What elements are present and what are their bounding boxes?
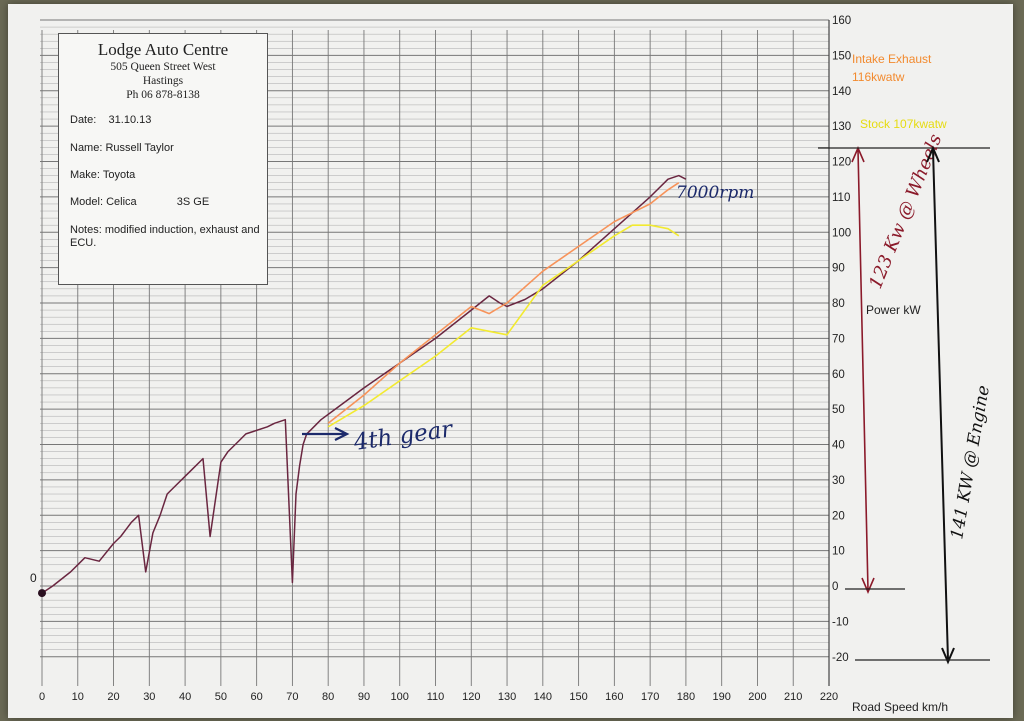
x-tick-label: 90 <box>358 691 370 703</box>
y-tick-label: 90 <box>832 263 845 275</box>
y-tick-label: 120 <box>832 157 851 169</box>
notes-label: Notes: <box>70 224 102 236</box>
x-tick-label: 30 <box>143 691 155 703</box>
legend-orange-line1: Intake Exhaust <box>852 52 932 66</box>
make-label: Make: <box>70 169 100 181</box>
x-tick-label: 210 <box>784 691 802 703</box>
name-value: Russell Taylor <box>105 142 174 154</box>
x-tick-label: 80 <box>322 691 334 703</box>
y-tick-label: -10 <box>832 616 849 628</box>
y-tick-label: -20 <box>832 652 849 664</box>
x-tick-label: 190 <box>713 691 731 703</box>
name-label: Name: <box>70 142 103 154</box>
y-tick-label: 140 <box>832 86 851 98</box>
y-tick-label: 40 <box>832 440 845 452</box>
notes-value: modified induction, exhaust and ECU. <box>70 224 260 249</box>
y-tick-label: 20 <box>832 510 845 522</box>
y-tick-label: 110 <box>832 192 850 204</box>
series-line-yellow <box>327 224 680 428</box>
x-tick-label: 200 <box>748 691 766 703</box>
make-field: Make: Toyota <box>70 169 135 181</box>
legend-stock: Stock 107kwatw <box>860 117 947 131</box>
x-tick-label: 110 <box>427 691 445 703</box>
series-start-point <box>38 589 46 598</box>
shop-address: 505 Queen Street West <box>110 61 216 73</box>
x-tick-label: 140 <box>534 691 552 703</box>
x-tick-label: 40 <box>179 691 191 703</box>
x-tick-label: 60 <box>251 691 263 703</box>
model-variant: 3S GE <box>176 196 210 208</box>
gear-arrow <box>302 427 350 441</box>
left-zero-label: 0 <box>30 571 37 585</box>
engine-arrow <box>926 145 955 665</box>
customer-info-box: Lodge Auto Centre 505 Queen Street West … <box>58 33 268 285</box>
series-line-dyno <box>41 174 687 594</box>
rpm-annotation: 7000rpm <box>676 183 754 203</box>
x-tick-label: 130 <box>498 691 516 703</box>
y-tick-label: 70 <box>832 333 845 345</box>
axis-ticks: 0 10 20 30 40 50 60 70 80 90 100 110 120 130 140 150 160… <box>39 15 851 703</box>
name-field: Name: Russell Taylor <box>70 142 174 154</box>
x-tick-label: 150 <box>569 691 587 703</box>
engine-annotation: 141 KW @ Engine <box>947 384 994 541</box>
x-tick-label: 70 <box>286 691 298 703</box>
x-tick-label: 120 <box>462 691 480 703</box>
x-tick-label: 170 <box>641 691 659 703</box>
x-tick-label: 0 <box>39 691 45 703</box>
shop-name: Lodge Auto Centre <box>97 40 229 59</box>
x-tick-label: 160 <box>605 691 623 703</box>
y-tick-label: 130 <box>832 121 851 133</box>
y-tick-label: 50 <box>832 404 845 416</box>
model-field: Model: Celica 3S GE <box>70 196 209 208</box>
notes-field: Notes: modified induction, exhaust and E… <box>70 224 260 250</box>
make-value: Toyota <box>102 169 136 181</box>
y-tick-label: 0 <box>832 581 838 593</box>
series-line-orange <box>327 182 680 424</box>
date-value: 31.10.13 <box>108 114 152 126</box>
shop-city: Hastings <box>142 75 184 87</box>
y-tick-label: 10 <box>832 546 845 558</box>
x-tick-label: 20 <box>107 691 119 703</box>
chart-series <box>38 174 687 598</box>
x-tick-label: 180 <box>677 691 695 703</box>
x-tick-label: 50 <box>215 691 227 703</box>
x-tick-label: 10 <box>72 691 84 703</box>
y-tick-label: 80 <box>832 298 845 310</box>
gear-annotation: 4th gear <box>351 416 456 456</box>
x-axis-label: Road Speed km/h <box>852 700 949 714</box>
y-tick-label: 30 <box>832 475 845 487</box>
model-value: Celica <box>106 196 137 208</box>
wheels-arrow <box>851 145 875 595</box>
y-tick-label: 100 <box>832 227 851 239</box>
y-tick-label: 160 <box>832 15 851 27</box>
y-tick-label: 60 <box>832 369 845 381</box>
date-label: Date: <box>70 114 97 126</box>
shop-phone: Ph 06 878-8138 <box>126 89 200 101</box>
date-field: Date: 31.10.13 <box>70 114 151 126</box>
legend-intake-exhaust: Intake Exhaust 116kwatw <box>852 50 931 86</box>
x-tick-label: 220 <box>820 691 838 703</box>
model-label: Model: <box>70 196 104 208</box>
legend-orange-line2: 116kwatw <box>852 70 905 84</box>
y-axis-label: Power kW <box>866 303 921 317</box>
y-tick-label: 150 <box>832 50 851 62</box>
x-tick-label: 100 <box>391 691 409 703</box>
